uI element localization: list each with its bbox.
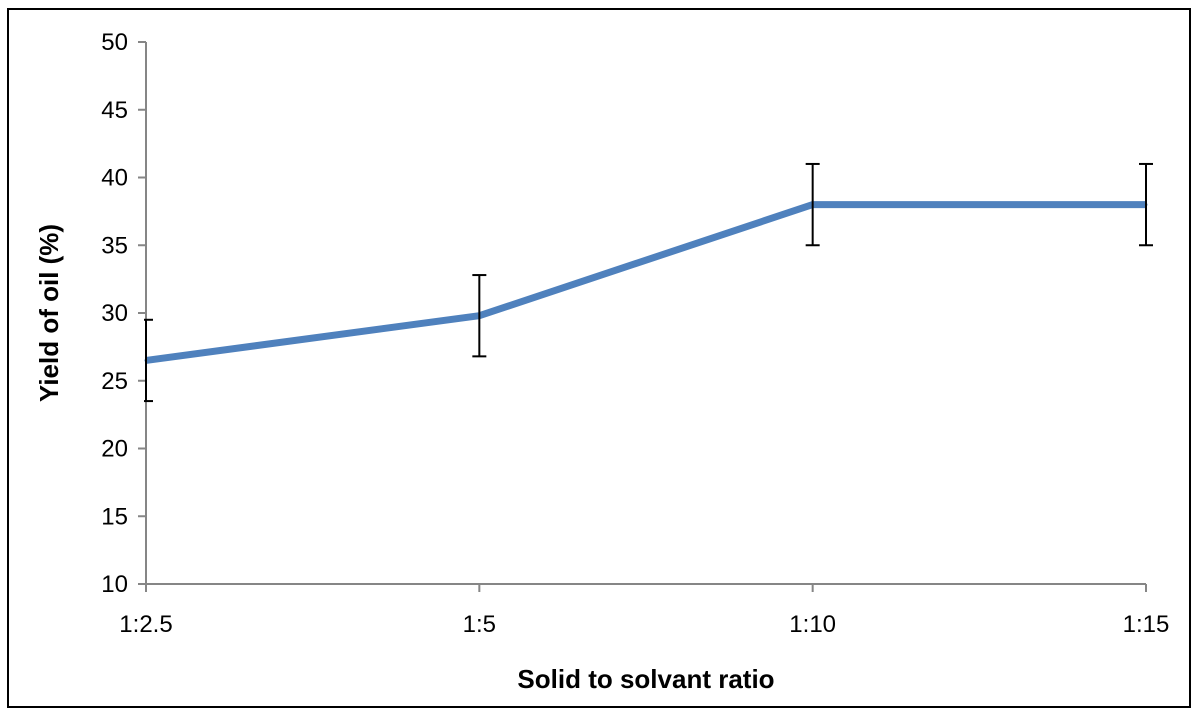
series-layer xyxy=(144,201,1148,364)
y-tick-label: 40 xyxy=(101,165,128,192)
y-axis-ticks: 10 15 20 25 30 35 40 45 50 xyxy=(101,29,146,598)
x-axis-ticks: 1:2.5 1:5 1:10 1:15 xyxy=(119,584,1169,638)
y-tick-label: 35 xyxy=(101,232,128,259)
y-tick-label: 30 xyxy=(101,300,128,327)
y-tick-label: 15 xyxy=(101,503,128,530)
series-line xyxy=(145,201,1146,364)
x-axis-title: Solid to solvant ratio xyxy=(517,664,774,694)
x-tick-label: 1:15 xyxy=(1123,611,1170,638)
x-tick-label: 1:2.5 xyxy=(119,611,172,638)
chart-frame xyxy=(7,8,1191,708)
y-tick-label: 25 xyxy=(101,368,128,395)
y-tick-label: 45 xyxy=(101,97,128,124)
y-tick-label: 50 xyxy=(101,29,128,56)
y-tick-label: 10 xyxy=(101,571,128,598)
x-tick-label: 1:5 xyxy=(463,611,496,638)
axes xyxy=(145,42,1146,585)
error-bar xyxy=(1139,162,1153,247)
error-bar xyxy=(144,318,153,403)
error-bar xyxy=(472,274,487,358)
y-tick-label: 20 xyxy=(101,436,128,463)
error-bars-layer xyxy=(144,162,1153,403)
y-axis-title: Yield of oil (%) xyxy=(34,224,64,402)
x-tick-label: 1:10 xyxy=(789,611,836,638)
error-bar xyxy=(805,162,820,247)
